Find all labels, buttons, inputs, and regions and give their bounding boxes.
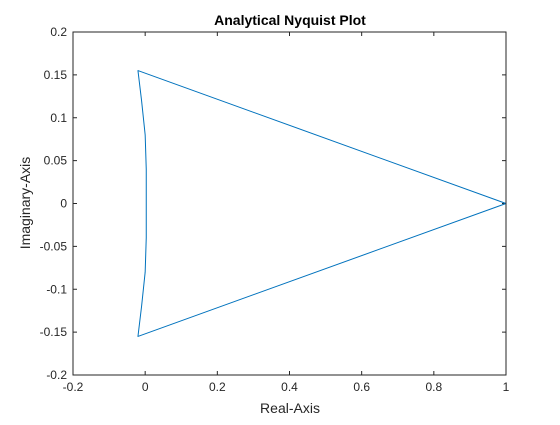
y-tick-label: 0.1 bbox=[50, 111, 67, 125]
x-axis-label: Real-Axis bbox=[260, 400, 320, 416]
x-tick-label: 0 bbox=[142, 380, 149, 394]
y-tick-label: -0.1 bbox=[46, 282, 67, 296]
plot-frame bbox=[72, 31, 507, 376]
y-tick-label: 0.2 bbox=[50, 25, 67, 39]
y-tick-label: 0 bbox=[60, 197, 67, 211]
y-tick-label: 0.05 bbox=[44, 154, 68, 168]
ticks-layer: -0.2 0 0.2 0.4 0.6 0.8 1 -0.2 -0.15 -0.1 -0.05 0 0.0… bbox=[40, 25, 510, 394]
y-tick-label: -0.15 bbox=[40, 325, 68, 339]
y-tick-label: -0.05 bbox=[40, 239, 68, 253]
nyquist-curve bbox=[137, 70, 507, 337]
chart-title: Analytical Nyquist Plot bbox=[214, 12, 366, 28]
x-tick-label: 1 bbox=[503, 380, 510, 394]
x-tick-label: 0.6 bbox=[353, 380, 370, 394]
y-axis-label: Imaginary-Axis bbox=[17, 157, 33, 250]
x-tick-label: 0.2 bbox=[209, 380, 226, 394]
plot-area bbox=[73, 32, 506, 375]
series-layer bbox=[137, 70, 507, 337]
x-tick-label: 0.4 bbox=[281, 380, 298, 394]
x-tick-label: 0.8 bbox=[425, 380, 442, 394]
y-tick-label: 0.15 bbox=[44, 68, 68, 82]
y-tick-label: -0.2 bbox=[46, 368, 67, 382]
x-tick-label: -0.2 bbox=[63, 380, 84, 394]
